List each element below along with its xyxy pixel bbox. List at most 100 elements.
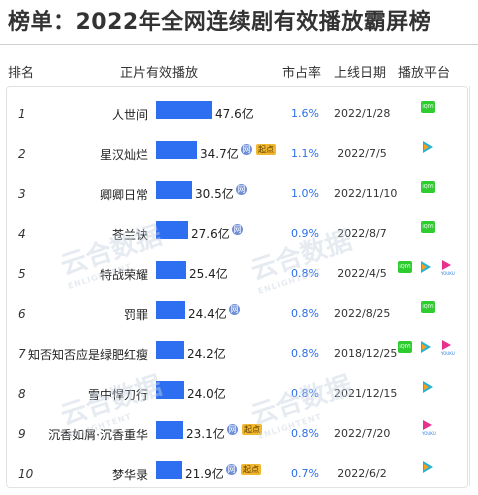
views-bar <box>156 141 197 159</box>
iqiyi-icon: iQIYI <box>421 101 435 113</box>
release-date: 2022/8/25 <box>334 307 391 320</box>
header-views: 正片有效播放 <box>120 66 199 81</box>
table-row: 6 罚罪 24.4亿网 0.8% 2022/8/25 iQIYI <box>0 295 478 335</box>
rank-number: 5 <box>18 267 26 281</box>
views-label: 25.4亿 <box>189 267 228 281</box>
market-share: 1.6% <box>291 107 319 120</box>
views-bar <box>156 181 192 199</box>
header-platform: 播放平台 <box>398 66 451 81</box>
views-bar <box>156 101 212 119</box>
header-share: 市占率 <box>282 66 322 81</box>
views-bar <box>156 301 185 319</box>
table-row: 3 卿卿日常 30.5亿网 1.0% 2022/11/10 iQIYI <box>0 175 478 215</box>
header-date: 上线日期 <box>334 66 387 81</box>
web-novel-tag: 网 <box>241 144 252 155</box>
views-label: 27.6亿 <box>191 227 230 241</box>
release-date: 2022/1/28 <box>334 107 391 120</box>
tencent-video-icon <box>421 341 431 353</box>
drama-name: 特战荣耀 <box>99 268 148 282</box>
web-novel-tag: 网 <box>232 224 243 235</box>
rank-number: 6 <box>18 307 26 321</box>
drama-name: 知否知否应是绿肥红瘦 <box>27 348 148 362</box>
web-novel-tag: 网 <box>227 424 238 435</box>
web-novel-tag: 网 <box>229 304 240 315</box>
market-share: 0.7% <box>291 467 319 480</box>
release-date: 2022/8/7 <box>337 227 387 240</box>
market-share: 0.8% <box>291 387 319 400</box>
drama-name: 苍兰诀 <box>111 228 148 242</box>
tencent-video-icon <box>423 461 433 473</box>
rank-number: 1 <box>18 107 26 121</box>
views-label: 47.6亿 <box>215 107 254 121</box>
market-share: 1.1% <box>291 147 319 160</box>
market-share: 0.8% <box>291 307 319 320</box>
rank-number: 7 <box>18 347 26 361</box>
market-share: 0.8% <box>291 427 319 440</box>
table-row: 2 星汉灿烂 34.7亿网起点 1.1% 2022/7/5 <box>0 135 478 175</box>
ranking-board <box>6 86 468 488</box>
views-bar <box>156 261 186 279</box>
views-label: 30.5亿 <box>195 187 234 201</box>
views-label: 24.0亿 <box>187 387 226 401</box>
release-date: 2022/7/5 <box>337 147 387 160</box>
iqiyi-icon: iQIYI <box>421 221 435 233</box>
release-date: 2018/12/25 <box>334 347 398 360</box>
market-share: 0.8% <box>291 347 319 360</box>
tencent-video-icon <box>423 381 433 393</box>
qidian-tag: 起点 <box>256 144 276 155</box>
views-bar <box>156 341 184 359</box>
views-label: 34.7亿 <box>200 147 239 161</box>
table-row: 7 知否知否应是绿肥红瘦 24.2亿 0.8% 2018/12/25 iQIYI YOUKU <box>0 335 478 375</box>
market-share: 1.0% <box>291 187 319 200</box>
views-bar <box>156 221 188 239</box>
table-row: 5 特战荣耀 25.4亿 0.8% 2022/4/5 iQIYI YOUKU <box>0 255 478 295</box>
qidian-tag: 起点 <box>242 424 262 435</box>
release-date: 2022/7/20 <box>334 427 391 440</box>
drama-name: 罚罪 <box>123 308 148 322</box>
web-novel-tag: 网 <box>236 184 247 195</box>
page-title: 榜单：2022年全网连续剧有效播放霸屏榜 <box>8 10 432 35</box>
youku-icon: YOUKU <box>422 420 436 436</box>
iqiyi-icon: iQIYI <box>398 341 412 353</box>
tencent-video-icon <box>423 141 433 153</box>
drama-name: 雪中悍刀行 <box>87 388 148 402</box>
youku-icon: YOUKU <box>441 260 455 276</box>
qidian-tag: 起点 <box>241 464 261 475</box>
iqiyi-icon: iQIYI <box>398 261 412 273</box>
tencent-video-icon <box>421 261 431 273</box>
web-novel-tag: 网 <box>226 464 237 475</box>
rank-number: 10 <box>18 467 34 481</box>
table-row: 10 梦华录 21.9亿网起点 0.7% 2022/6/2 <box>0 455 478 495</box>
rank-number: 9 <box>18 427 26 441</box>
drama-name: 卿卿日常 <box>99 188 148 202</box>
table-row: 8 雪中悍刀行 24.0亿 0.8% 2021/12/15 <box>0 375 478 415</box>
drama-name: 梦华录 <box>111 468 148 482</box>
drama-name: 星汉灿烂 <box>99 148 148 162</box>
drama-name: 沉香如屑·沉香重华 <box>48 428 148 442</box>
market-share: 0.8% <box>291 267 319 280</box>
release-date: 2021/12/15 <box>334 387 398 400</box>
rank-number: 3 <box>18 187 26 201</box>
youku-icon: YOUKU <box>441 340 455 356</box>
rank-number: 8 <box>18 387 26 401</box>
views-bar <box>156 461 182 479</box>
right-panel-edge <box>469 86 478 486</box>
views-label: 24.2亿 <box>187 347 226 361</box>
title-divider <box>0 44 478 45</box>
drama-name: 人世间 <box>111 108 148 122</box>
views-bar <box>156 421 183 439</box>
header-rank: 排名 <box>8 66 35 81</box>
release-date: 2022/11/10 <box>334 187 398 200</box>
release-date: 2022/6/2 <box>337 467 387 480</box>
views-label: 21.9亿 <box>185 467 224 481</box>
rank-number: 2 <box>18 147 26 161</box>
iqiyi-icon: iQIYI <box>421 181 435 193</box>
table-row: 1 人世间 47.6亿 1.6% 2022/1/28 iQIYI <box>0 95 478 135</box>
market-share: 0.9% <box>291 227 319 240</box>
iqiyi-icon: iQIYI <box>421 301 435 313</box>
views-bar <box>156 381 184 399</box>
table-row: 4 苍兰诀 27.6亿网 0.9% 2022/8/7 iQIYI <box>0 215 478 255</box>
views-label: 24.4亿 <box>188 307 227 321</box>
release-date: 2022/4/5 <box>337 267 387 280</box>
rank-number: 4 <box>18 227 26 241</box>
